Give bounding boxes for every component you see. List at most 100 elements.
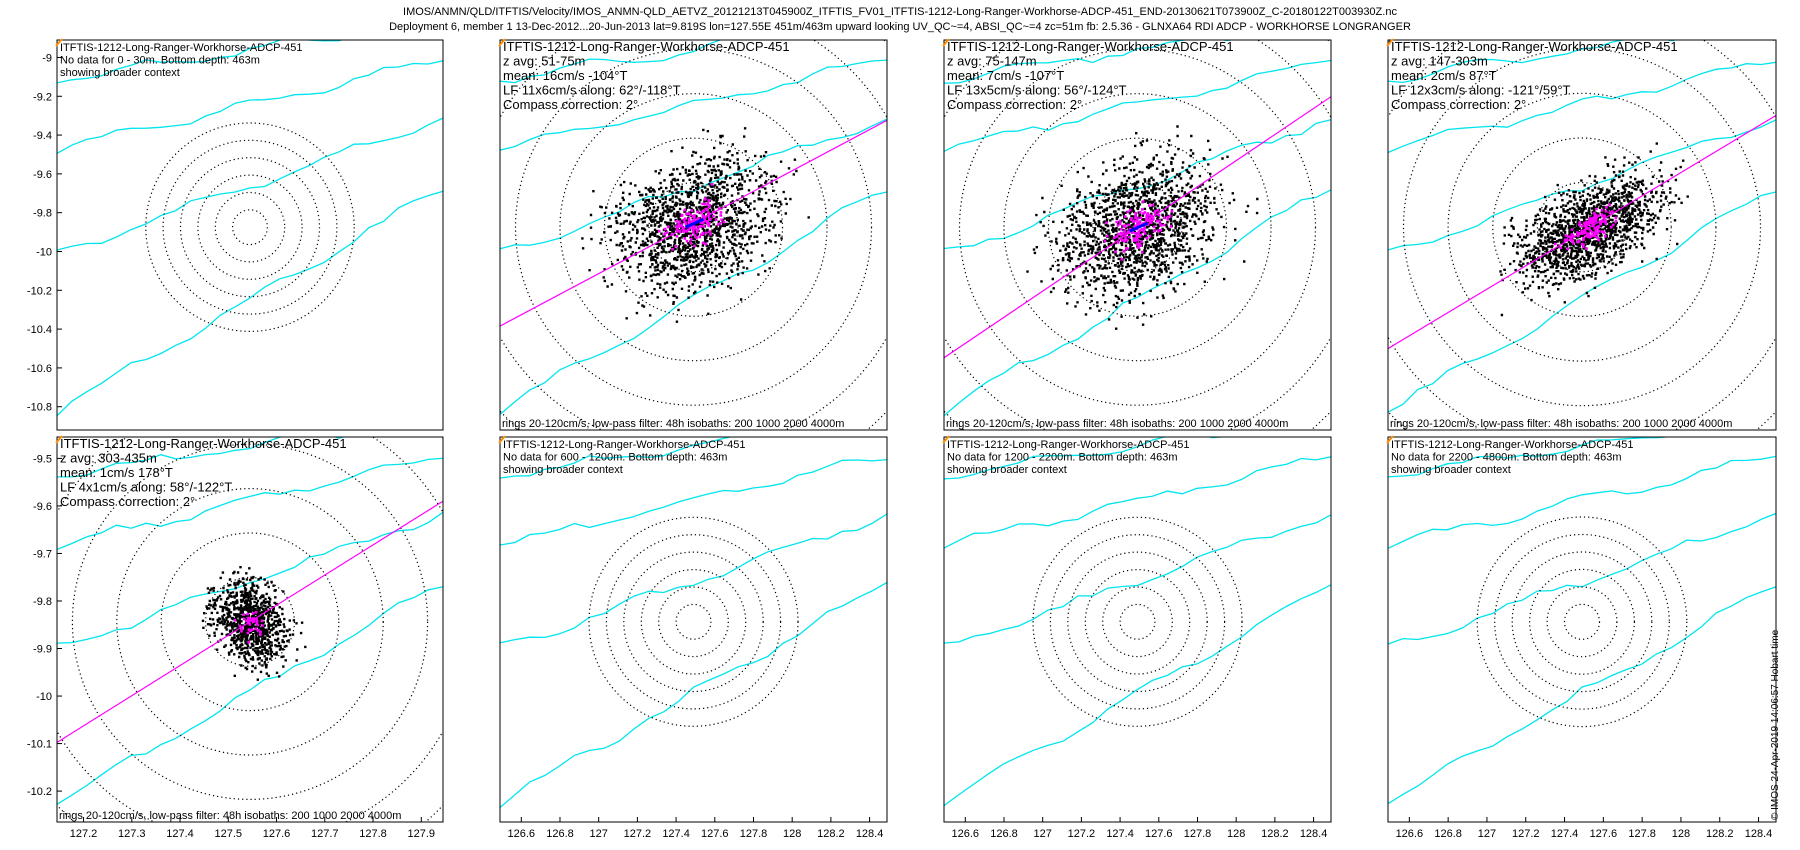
panel-label-line: mean: 2cm/s 87°T: [1391, 68, 1497, 83]
x-tick-label: 127.4: [1106, 828, 1134, 840]
panel-label-line: z avg: 303-435m: [60, 451, 157, 466]
x-tick-label: 127.8: [359, 828, 387, 840]
panel-frame: [943, 436, 1332, 823]
panel-label-line: LF 12x3cm/s along: -121°/59°T: [1391, 83, 1571, 98]
panel-frame: [1387, 436, 1777, 823]
panel-label-line: ITFTIS-1212-Long-Ranger-Workhorse-ADCP-4…: [503, 439, 746, 451]
corner-marker: [1386, 435, 1394, 444]
velocity-ring: [623, 551, 764, 693]
y-tick-label: -10.2: [27, 285, 52, 297]
velocity-ring: [1494, 533, 1670, 710]
figure-title-line-1: IMOS/ANMN/QLD/ITFTIS/Velocity/IMOS_ANMN-…: [403, 6, 1397, 18]
panel-plot-area: [57, 437, 443, 822]
velocity-scatter: [1499, 142, 1689, 317]
panel-label-line: ITFTIS-1212-Long-Ranger-Workhorse-ADCP-4…: [503, 39, 790, 54]
x-tick-label: 127.3: [118, 828, 146, 840]
lowpass-scatter: [233, 611, 264, 644]
isobath-line: [944, 456, 1331, 549]
velocity-ring: [1476, 516, 1688, 728]
velocity-scatter: [581, 127, 810, 323]
panel-label-line: Compass correction: 2°: [60, 494, 195, 509]
y-tick-label: -10.1: [27, 739, 52, 751]
velocity-ring: [160, 532, 340, 712]
panel-plot-area: [1388, 437, 1776, 805]
panel-frame: [499, 39, 888, 431]
velocity-ring: [1492, 137, 1672, 317]
isobath-line: [944, 59, 1331, 152]
corner-marker: [55, 38, 63, 47]
isobath-line: [1388, 191, 1776, 413]
panel-plot-area: [944, 40, 1331, 430]
x-tick-label: 127: [1478, 828, 1496, 840]
isobath-line: [944, 40, 1235, 84]
velocity-ring: [1067, 551, 1208, 693]
panel-label-line: mean: 7cm/s -107°T: [947, 68, 1064, 83]
panel-row2-col4: ITFTIS-1212-Long-Ranger-Workhorse-ADCP-4…: [1386, 435, 1777, 840]
x-tick-label: 127: [1034, 828, 1052, 840]
panel-footer: rings 20-120cm/s, low-pass filter: 48h i…: [946, 418, 1288, 430]
panel-label-line: showing broader context: [947, 464, 1067, 476]
x-tick-label: 127.8: [740, 828, 768, 840]
x-tick-label: 127.8: [1184, 828, 1212, 840]
velocity-ring: [214, 191, 286, 263]
isobath-line: [1388, 455, 1776, 549]
x-tick-label: 127.7: [311, 828, 339, 840]
panel-plot-area: [500, 40, 887, 430]
isobath-line: [500, 40, 791, 84]
velocity-ring: [145, 122, 355, 332]
isobath-line: [500, 513, 887, 644]
panel-label-line: z avg: 147-303m: [1391, 54, 1488, 69]
velocity-ring: [1546, 586, 1618, 658]
x-tick-label: 127.2: [1068, 828, 1096, 840]
y-tick-label: -10.4: [27, 324, 52, 336]
lowpass-scatter: [1554, 203, 1618, 251]
figure-title-line-2: Deployment 6, member 1 13-Dec-2012...20-…: [389, 21, 1411, 33]
velocity-ring: [1447, 92, 1717, 362]
x-tick-label: 127.9: [408, 828, 436, 840]
isobath-line: [500, 458, 887, 546]
y-tick-label: -9.8: [33, 208, 52, 220]
y-tick-label: -9.6: [33, 169, 52, 181]
x-tick-label: 128: [783, 828, 801, 840]
x-tick-label: 126.6: [952, 828, 980, 840]
corner-marker: [1386, 38, 1394, 47]
panel-label-line: ITFTIS-1212-Long-Ranger-Workhorse-ADCP-4…: [1391, 39, 1678, 54]
panel-frame: [499, 436, 888, 823]
lowpass-scatter: [657, 183, 726, 251]
panel-label-line: No data for 600 - 1200m. Bottom depth: 4…: [503, 452, 727, 464]
velocity-ring: [675, 603, 712, 640]
y-tick-label: -9.2: [33, 91, 52, 103]
y-tick-label: -9.8: [33, 596, 52, 608]
velocity-ring: [658, 586, 729, 658]
isobath-line: [57, 586, 443, 805]
isobath-line: [57, 117, 443, 251]
panel-plot-area: [1388, 40, 1776, 430]
isobath-line: [1388, 437, 1688, 478]
velocity-ring: [197, 174, 303, 280]
x-tick-label: 128: [1672, 828, 1690, 840]
velocity-ring: [605, 534, 782, 710]
panel-footer: rings 20-120cm/s, low-pass filter: 48h i…: [502, 418, 844, 430]
velocity-scatter: [1026, 125, 1259, 330]
isobath-line: [500, 191, 887, 415]
y-tick-label: -10.8: [27, 402, 52, 414]
velocity-ring: [205, 576, 296, 667]
velocity-ring: [162, 139, 338, 315]
x-tick-label: 127.2: [1512, 828, 1540, 840]
velocity-ring: [1092, 182, 1183, 273]
velocity-ring: [1119, 603, 1156, 640]
panel-row2-col3: ITFTIS-1212-Long-Ranger-Workhorse-ADCP-4…: [942, 435, 1332, 840]
velocity-ring: [71, 443, 429, 800]
x-tick-label: 126.6: [508, 828, 536, 840]
isobath-line: [1388, 61, 1776, 154]
panel-label-line: z avg: 51-75m: [503, 54, 585, 69]
velocity-ring: [1084, 568, 1191, 675]
isobath-line: [57, 437, 346, 478]
isobath-line: [57, 457, 443, 551]
panel-plot-area: [57, 40, 443, 417]
y-tick-label: -9.4: [33, 130, 52, 142]
isobath-line: [944, 514, 1331, 644]
corner-marker: [498, 38, 506, 47]
panel-row1-col2: ITFTIS-1212-Long-Ranger-Workhorse-ADCP-4…: [498, 38, 888, 431]
panel-label-line: Compass correction: 2°: [947, 97, 1082, 112]
